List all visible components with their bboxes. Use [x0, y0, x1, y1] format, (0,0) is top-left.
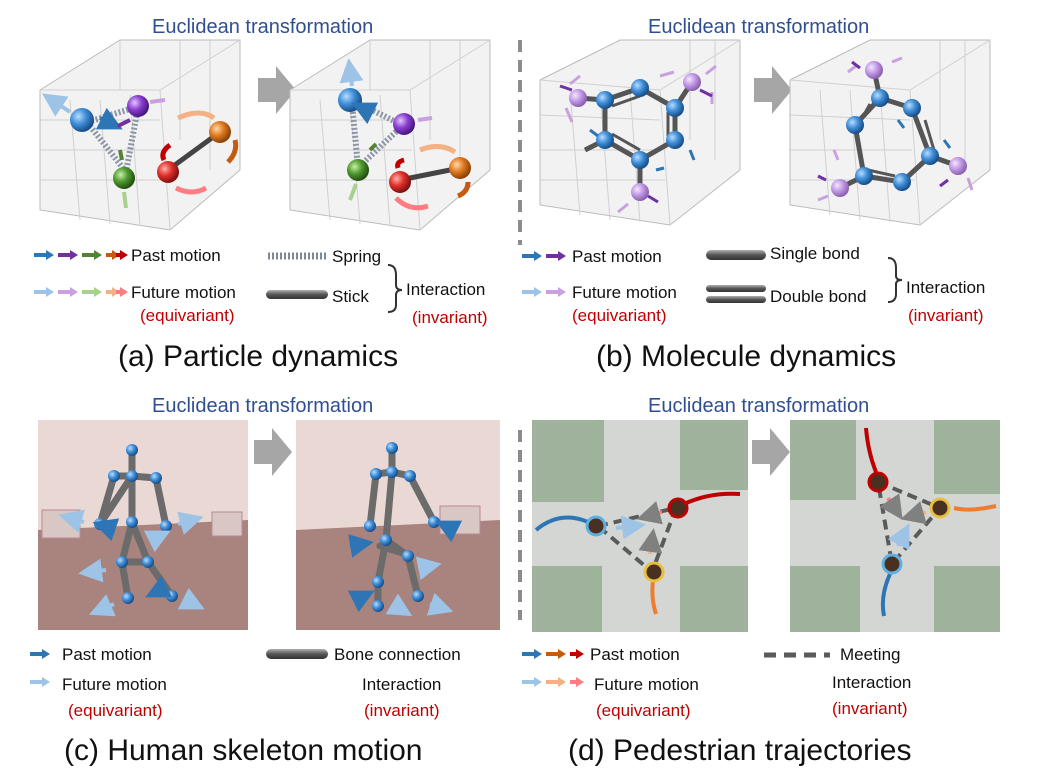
c-interaction-label: Interaction — [362, 675, 442, 694]
a-past-label: Past motion — [131, 246, 221, 265]
panel-a-plot-right — [289, 39, 491, 231]
a-equivariant-label: (equivariant) — [140, 306, 235, 325]
legend-a-future-arrows — [34, 287, 128, 297]
panel-d-photo-left — [532, 420, 748, 632]
legend-double-bond-icon-2 — [706, 296, 766, 303]
c-equivariant-label: (equivariant) — [68, 701, 163, 720]
arrow-d — [752, 428, 790, 476]
d-interaction-label: Interaction — [832, 673, 912, 692]
caption-c: (c) Human skeleton motion — [64, 734, 423, 767]
legend-d-future-arrows — [522, 677, 584, 687]
b-future-label: Future motion — [572, 283, 677, 302]
b-equivariant-label: (equivariant) — [572, 306, 667, 325]
a-interaction-label: Interaction — [406, 280, 486, 299]
d-past-label: Past motion — [590, 645, 680, 664]
b-single-bond-label: Single bond — [770, 244, 860, 263]
c-bone-label: Bone connection — [334, 645, 461, 664]
a-future-label: Future motion — [131, 283, 236, 302]
d-future-label: Future motion — [594, 675, 699, 694]
c-invariant-label: (invariant) — [364, 701, 440, 720]
header-a: Euclidean transformation — [152, 16, 374, 38]
legend-b-past-arrows — [522, 251, 566, 261]
d-equivariant-label: (equivariant) — [596, 701, 691, 720]
brace-a — [387, 264, 403, 313]
caption-d: (d) Pedestrian trajectories — [568, 734, 912, 767]
panel-c-photo-left — [38, 420, 248, 630]
header-d: Euclidean transformation — [648, 395, 870, 417]
d-meeting-label: Meeting — [840, 645, 901, 664]
legend-c-future-arrow — [30, 677, 50, 687]
legend-d-past-arrows — [522, 649, 584, 659]
legend-stick-icon — [266, 290, 328, 299]
header-c: Euclidean transformation — [152, 395, 374, 417]
legend-c-past-arrow — [30, 649, 50, 659]
b-double-bond-label: Double bond — [770, 287, 867, 306]
legend-a-past-arrows — [34, 250, 128, 260]
panel-a-plot-left — [39, 39, 241, 231]
caption-b: (b) Molecule dynamics — [596, 340, 897, 373]
panel-b-plot-left — [539, 39, 741, 226]
panel-d-photo-right — [790, 420, 1000, 632]
arrow-a — [258, 66, 296, 114]
caption-a: (a) Particle dynamics — [118, 340, 399, 373]
a-stick-label: Stick — [332, 287, 369, 306]
legend-double-bond-icon — [706, 285, 766, 292]
b-invariant-label: (invariant) — [908, 306, 984, 325]
b-interaction-label: Interaction — [906, 278, 986, 297]
d-invariant-label: (invariant) — [832, 699, 908, 718]
panel-c-photo-right — [296, 420, 500, 630]
b-past-label: Past motion — [572, 247, 662, 266]
legend-single-bond-icon — [706, 250, 766, 260]
c-future-label: Future motion — [62, 675, 167, 694]
c-past-label: Past motion — [62, 645, 152, 664]
a-spring-label: Spring — [332, 247, 382, 266]
arrow-c — [254, 428, 292, 476]
arrow-b — [754, 66, 792, 114]
brace-b — [887, 257, 903, 303]
header-b: Euclidean transformation — [648, 16, 870, 38]
legend-bone-icon — [266, 649, 328, 659]
a-invariant-label: (invariant) — [412, 308, 488, 327]
legend-b-future-arrows — [522, 287, 566, 297]
panel-b-plot-right — [789, 39, 991, 226]
